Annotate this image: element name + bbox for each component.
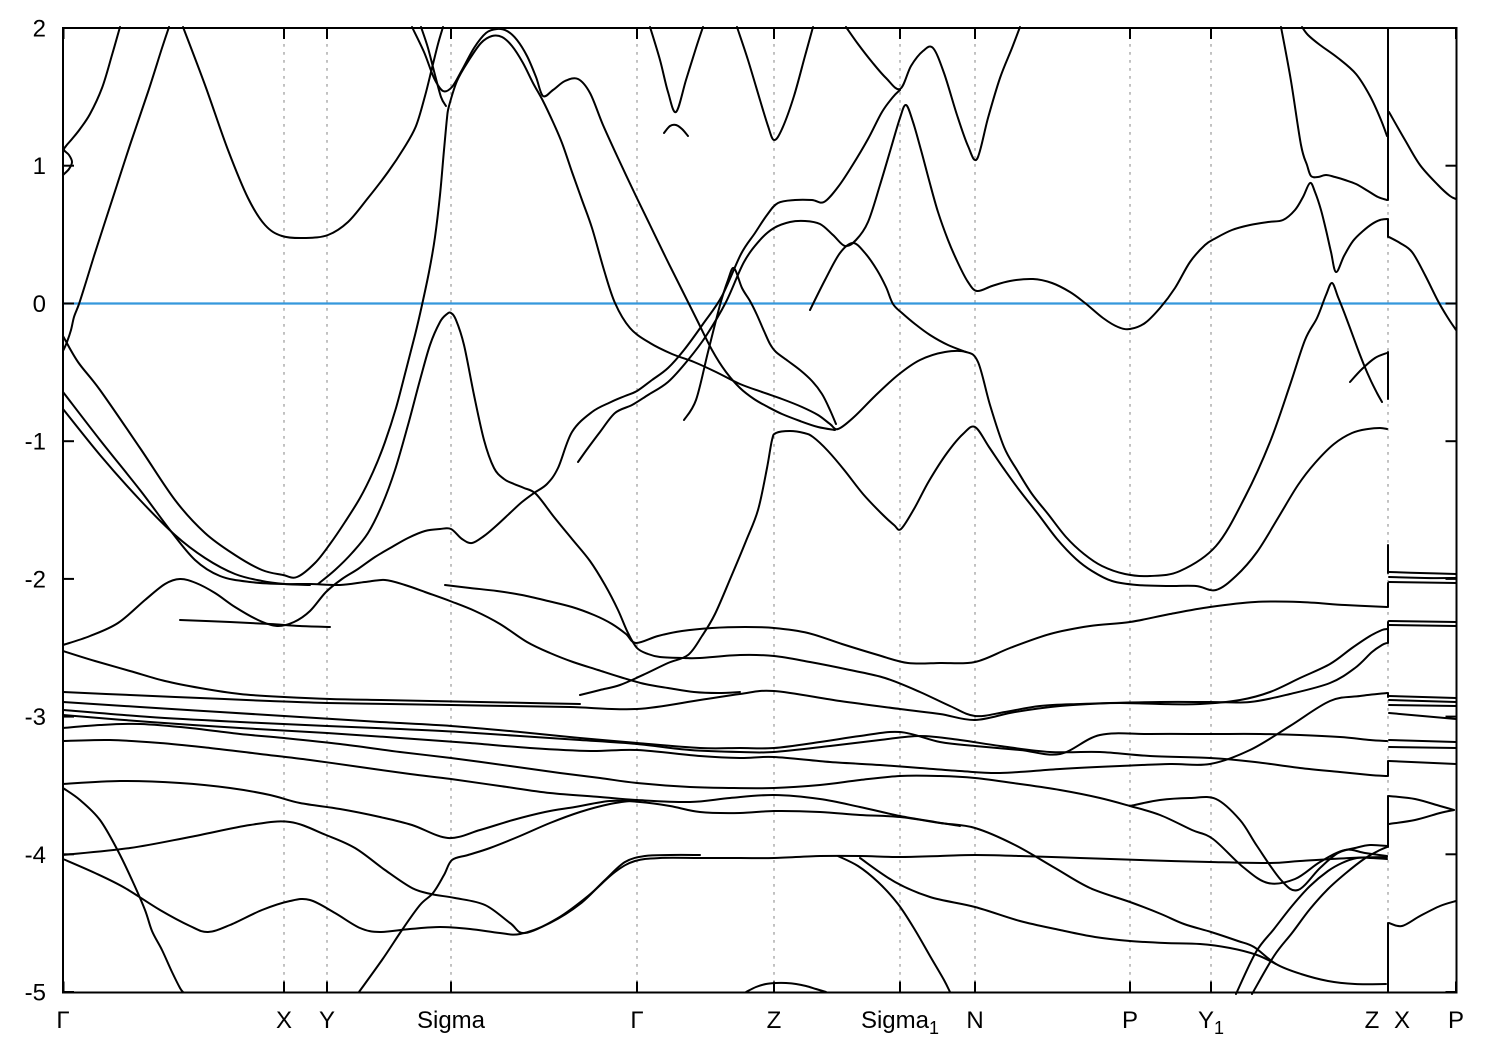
svg-text:Sigma: Sigma	[417, 1007, 486, 1034]
svg-text:-4: -4	[25, 842, 46, 869]
svg-text:N: N	[966, 1007, 983, 1034]
svg-text:-3: -3	[25, 704, 46, 731]
svg-text:-5: -5	[25, 980, 46, 1007]
svg-text:P: P	[1122, 1007, 1138, 1034]
svg-text:1: 1	[33, 153, 46, 180]
svg-text:Z: Z	[767, 1007, 782, 1034]
svg-text:Γ: Γ	[630, 1007, 643, 1034]
svg-text:-2: -2	[25, 566, 46, 593]
svg-text:X: X	[1394, 1007, 1410, 1034]
svg-text:-1: -1	[25, 429, 46, 456]
svg-text:0: 0	[33, 291, 46, 318]
svg-text:P: P	[1448, 1007, 1464, 1034]
svg-text:Sigma1: Sigma1	[861, 1007, 939, 1038]
svg-text:X: X	[276, 1007, 292, 1034]
svg-text:Y: Y	[319, 1007, 335, 1034]
svg-text:Z: Z	[1365, 1007, 1380, 1034]
svg-text:2: 2	[33, 16, 46, 43]
svg-text:Y1: Y1	[1198, 1007, 1224, 1038]
svg-text:Γ: Γ	[56, 1007, 69, 1034]
